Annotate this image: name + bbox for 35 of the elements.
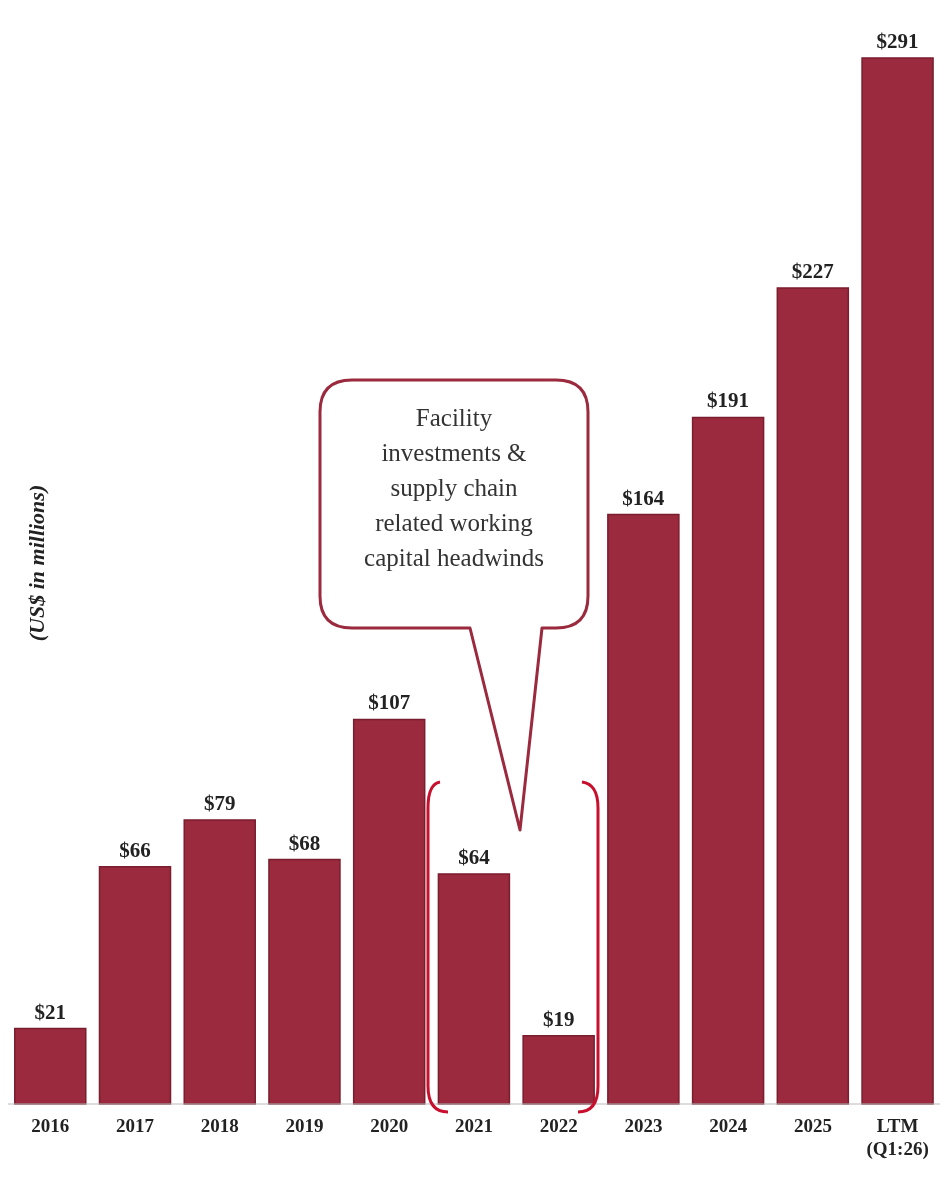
y-axis-title: (US$ in millions)	[24, 484, 50, 642]
data-label: $66	[119, 837, 151, 862]
bar	[522, 1034, 595, 1105]
x-tick-label: 2021	[455, 1115, 493, 1136]
annotation: Facility investments & supply chain related working capital headwinds	[364, 404, 544, 571]
data-label: $164	[622, 485, 665, 510]
data-label: $68	[288, 830, 321, 855]
x-tick-label: 2025	[793, 1115, 832, 1136]
x-tick-label: LTM (Q1:26)	[866, 1115, 929, 1160]
bar	[268, 858, 341, 1105]
x-tick-label: 2020	[370, 1115, 409, 1136]
x-tick-label: 2018	[200, 1115, 239, 1136]
bar	[776, 287, 850, 1105]
data-label: $21	[34, 999, 67, 1024]
data-label: $291	[876, 29, 919, 53]
bar	[437, 873, 511, 1105]
data-label: $64	[458, 844, 491, 869]
bar	[861, 57, 934, 1105]
data-label: $79	[203, 791, 236, 816]
bar	[352, 718, 426, 1105]
x-tick-label: 2017	[116, 1115, 155, 1136]
data-label: $191	[707, 388, 750, 413]
bar	[691, 416, 765, 1105]
x-tick-label: 2016	[31, 1115, 70, 1136]
data-label: $227	[791, 259, 834, 284]
bar	[607, 513, 680, 1105]
x-tick-label: 2024	[709, 1115, 748, 1136]
bar	[183, 819, 256, 1105]
x-tick-label: 2019	[285, 1115, 324, 1136]
x-tick-label: 2022	[539, 1115, 578, 1136]
bar	[14, 1027, 87, 1105]
x-tick-label: 2023	[624, 1115, 663, 1136]
bar	[98, 866, 172, 1105]
data-label: $107	[368, 690, 411, 715]
data-label: $19	[542, 1006, 575, 1031]
